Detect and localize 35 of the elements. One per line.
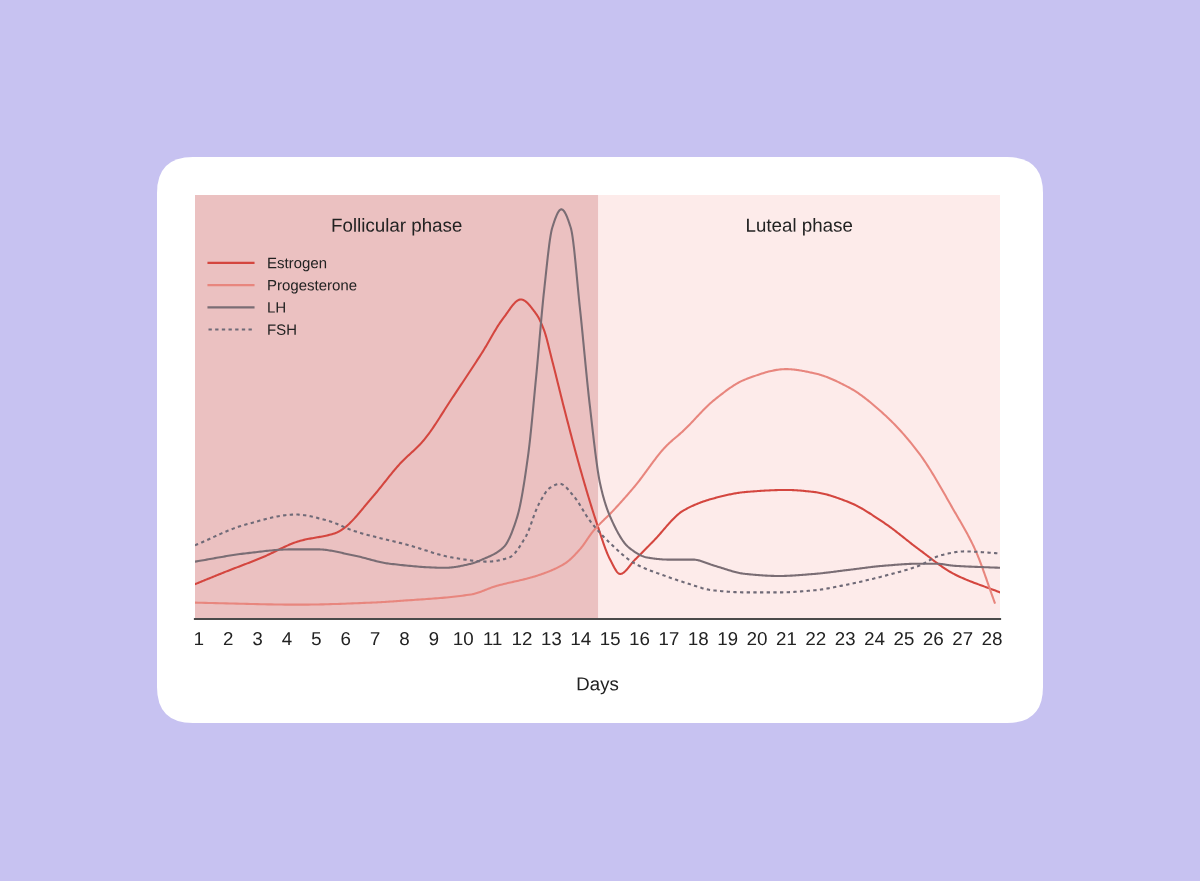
x-tick-label: 18 bbox=[689, 632, 708, 646]
x-tick-label: 26 bbox=[923, 632, 943, 646]
x-tick-label: 27 bbox=[953, 632, 973, 646]
legend-label: FSH bbox=[268, 324, 296, 335]
x-tick-label: 7 bbox=[370, 632, 380, 646]
x-tick-label: 14 bbox=[571, 632, 591, 646]
x-tick-label: 2 bbox=[223, 632, 233, 646]
x-tick-label: 6 bbox=[341, 632, 351, 646]
x-tick-label: 1 bbox=[195, 632, 204, 646]
legend-label: LH bbox=[268, 302, 285, 313]
x-tick-label: 17 bbox=[659, 632, 679, 646]
x-tick-label: 11 bbox=[484, 632, 502, 646]
x-tick-label: 24 bbox=[865, 632, 885, 646]
x-tick-label: 8 bbox=[400, 632, 409, 646]
legend-label: Progesterone bbox=[268, 280, 357, 294]
x-tick-label: 23 bbox=[835, 632, 855, 646]
x-tick-label: 12 bbox=[513, 632, 532, 646]
x-tick-label: 25 bbox=[894, 632, 914, 646]
x-tick-label: 3 bbox=[253, 632, 262, 646]
legend-label: Estrogen bbox=[268, 257, 327, 272]
x-tick-label: 28 bbox=[982, 632, 1002, 646]
x-tick-label: 9 bbox=[429, 632, 439, 646]
x-axis-title: Days bbox=[577, 677, 619, 695]
x-tick-label: 10 bbox=[454, 632, 473, 646]
x-tick-label: 19 bbox=[718, 632, 738, 646]
x-tick-label: 5 bbox=[311, 632, 321, 646]
band-label: Follicular phase bbox=[332, 218, 462, 236]
x-tick-label: 4 bbox=[282, 632, 292, 646]
x-tick-label: 20 bbox=[747, 632, 767, 646]
x-tick-label: 15 bbox=[601, 632, 620, 646]
band-label: Luteal phase bbox=[747, 218, 853, 236]
x-tick-label: 16 bbox=[630, 632, 650, 646]
x-tick-label: 22 bbox=[806, 632, 826, 646]
x-tick-label: 21 bbox=[776, 632, 796, 646]
x-tick-label: 13 bbox=[542, 632, 561, 646]
